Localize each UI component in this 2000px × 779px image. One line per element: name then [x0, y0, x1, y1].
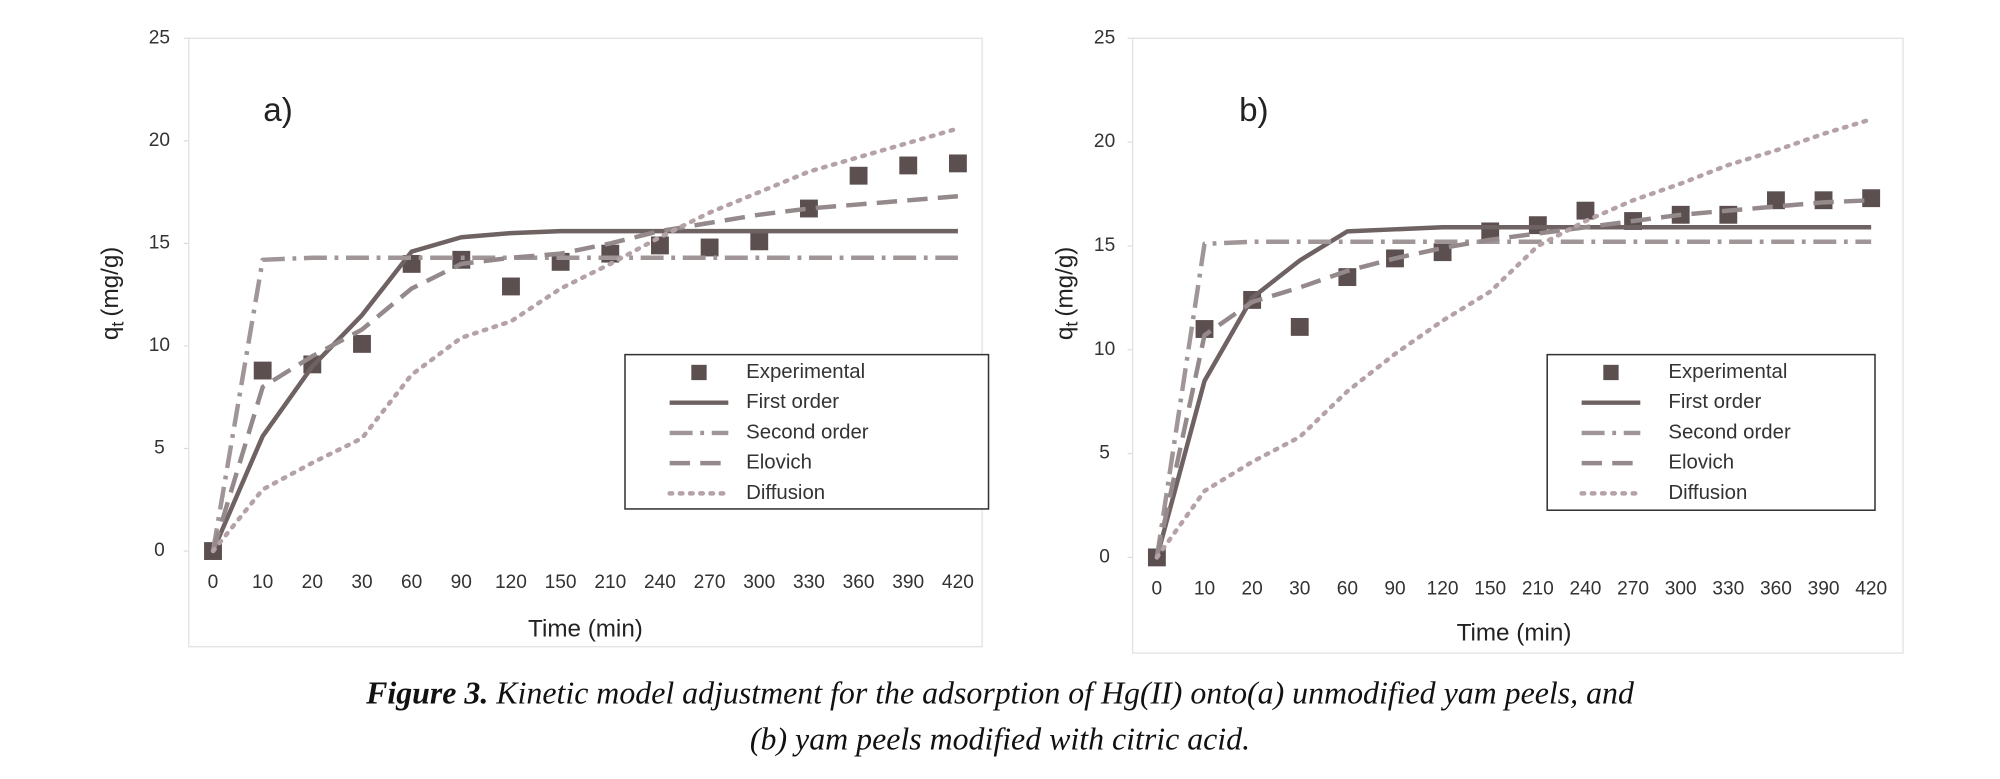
y-axis-unit: (mg/g): [98, 247, 125, 317]
caption-text: Kinetic model adjustment for the adsorpt…: [495, 676, 1635, 711]
series-line: [1154, 239, 1872, 558]
x-tick-label: 270: [1617, 578, 1649, 599]
x-tick-label: 10: [252, 572, 273, 593]
data-point: [1290, 317, 1309, 336]
y-axis-subscript: t: [107, 322, 127, 327]
x-tick-label: 240: [644, 572, 676, 593]
series-line: [210, 126, 961, 554]
x-tick-label: 90: [1384, 578, 1405, 599]
data-point: [353, 334, 371, 353]
x-tick-label: 60: [401, 572, 422, 593]
x-tick-label: 60: [1337, 578, 1358, 599]
x-axis-title: Time (min): [1457, 619, 1572, 646]
x-tick-label: 360: [1760, 578, 1792, 599]
data-point: [700, 238, 719, 257]
legend-label: Second order: [746, 421, 869, 443]
caption-label: Figure 3.: [365, 676, 488, 711]
panel-label: a): [263, 92, 292, 129]
x-tick-label: 120: [495, 572, 527, 593]
legend-label: Elovich: [1668, 452, 1734, 474]
x-tick-label: 150: [1474, 578, 1506, 599]
x-tick-label: 390: [1808, 578, 1840, 599]
y-tick-label: 25: [1094, 27, 1115, 48]
y-tick-label: 0: [1099, 546, 1110, 567]
x-tick-label: 20: [1241, 578, 1262, 599]
caption-line: (b) yam peels modified with citric acid.: [750, 722, 1250, 757]
y-axis-title: qt (mg/g): [1052, 247, 1082, 341]
x-tick-label: 390: [892, 572, 924, 593]
data-point: [750, 232, 769, 251]
x-tick-label: 240: [1569, 578, 1601, 599]
x-tick-label: 420: [942, 572, 974, 593]
chart: 0 5 10 15 20 25 0 10 20 30 60 90 120 150 210 240 270 300 3…: [1052, 27, 1904, 654]
data-point: [1862, 189, 1881, 208]
x-tick-label: 300: [743, 572, 775, 593]
y-tick-label: 5: [1099, 443, 1110, 464]
legend-label: First order: [746, 391, 839, 413]
x-tick-label: 120: [1427, 578, 1459, 599]
series-line: [1154, 117, 1874, 560]
x-tick-label: 0: [208, 572, 219, 593]
y-tick-label: 0: [154, 540, 165, 561]
y-axis-unit: (mg/g): [1052, 247, 1079, 317]
y-tick-label: 10: [1094, 339, 1115, 360]
x-tick-label: 420: [1855, 578, 1887, 599]
chart: 0 5 10 15 20 25 0 10 20 30 60 90 120 150 210 240 270 300 3…: [98, 27, 990, 648]
legend-label: Elovich: [746, 452, 812, 474]
data-point: [849, 166, 868, 185]
plot-frame: [188, 37, 983, 648]
x-tick-label: 10: [1194, 578, 1215, 599]
series-line: [1154, 225, 1872, 559]
series-line: [210, 193, 959, 552]
x-tick-label: 210: [594, 572, 626, 593]
legend-label: Diffusion: [1668, 482, 1747, 504]
x-tick-label: 210: [1522, 578, 1554, 599]
legend-label: First order: [1668, 391, 1761, 413]
y-tick-label: 20: [1094, 131, 1115, 152]
y-tick-label: 5: [154, 438, 165, 459]
data-point: [502, 277, 520, 296]
x-tick-label: 330: [1712, 578, 1744, 599]
legend-label: Experimental: [746, 361, 865, 383]
legend-symbol: [691, 364, 707, 381]
data-point: [800, 199, 818, 218]
series-line: [210, 255, 958, 552]
y-tick-label: 20: [149, 130, 170, 151]
x-axis-title: Time (min): [528, 616, 643, 643]
y-axis-symbol: q: [98, 327, 125, 340]
plot-frame: [1132, 37, 1904, 654]
legend-label: Second order: [1668, 421, 1791, 443]
data-point: [899, 156, 918, 175]
panel-label: b): [1239, 92, 1268, 129]
legend-symbol: [1603, 364, 1619, 381]
y-axis-title: qt (mg/g): [98, 247, 128, 341]
legend-label: Diffusion: [746, 482, 825, 504]
x-tick-label: 30: [351, 572, 372, 593]
x-tick-label: 30: [1289, 578, 1310, 599]
x-tick-label: 90: [451, 572, 472, 593]
y-axis-symbol: q: [1052, 327, 1079, 340]
x-tick-label: 0: [1152, 578, 1163, 599]
x-tick-label: 150: [545, 572, 577, 593]
legend-label: Experimental: [1668, 361, 1787, 383]
x-tick-label: 20: [302, 572, 323, 593]
y-tick-label: 25: [149, 27, 170, 48]
x-tick-label: 270: [694, 572, 726, 593]
x-tick-label: 300: [1665, 578, 1697, 599]
series-line: [1154, 198, 1872, 558]
caption-line: Figure 3. Kinetic model adjustment for t…: [365, 676, 1635, 711]
data-point: [948, 154, 967, 173]
y-tick-label: 15: [149, 232, 170, 253]
x-tick-label: 330: [793, 572, 825, 593]
x-tick-label: 360: [843, 572, 875, 593]
y-tick-label: 10: [149, 335, 170, 356]
y-axis-subscript: t: [1061, 322, 1081, 327]
y-tick-label: 15: [1094, 235, 1115, 256]
data-point: [253, 361, 272, 380]
data-point: [1576, 201, 1595, 220]
